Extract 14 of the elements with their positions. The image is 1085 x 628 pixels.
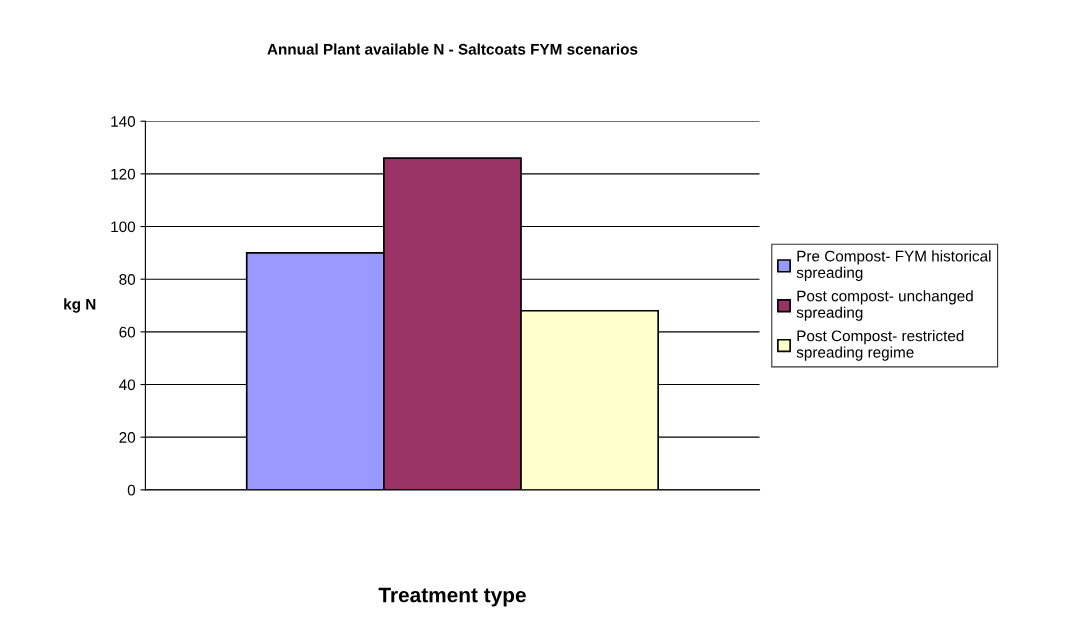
y-tick-label: 20 — [119, 432, 136, 443]
y-tick-label: 100 — [111, 221, 136, 233]
y-tick-label: 0 — [127, 484, 136, 496]
y-tick-label: 80 — [119, 274, 136, 285]
legend-label: Pre Compost- FYM historical spreading — [796, 250, 991, 282]
legend-label: Post Compost- restricted spreading regime — [796, 330, 964, 361]
y-tick-label: 40 — [119, 379, 136, 391]
y-tick-label: 60 — [119, 326, 136, 338]
y-tick-label: 120 — [111, 168, 136, 180]
chart-title: Annual Plant available N - Saltcoats FYM scenarios — [267, 43, 638, 55]
y-tick-label: 140 — [111, 116, 136, 127]
x-axis-title: Treatment type — [378, 587, 526, 607]
legend-label: Post compost- unchanged spreading — [796, 290, 973, 321]
y-axis-title: kg N — [64, 298, 96, 313]
